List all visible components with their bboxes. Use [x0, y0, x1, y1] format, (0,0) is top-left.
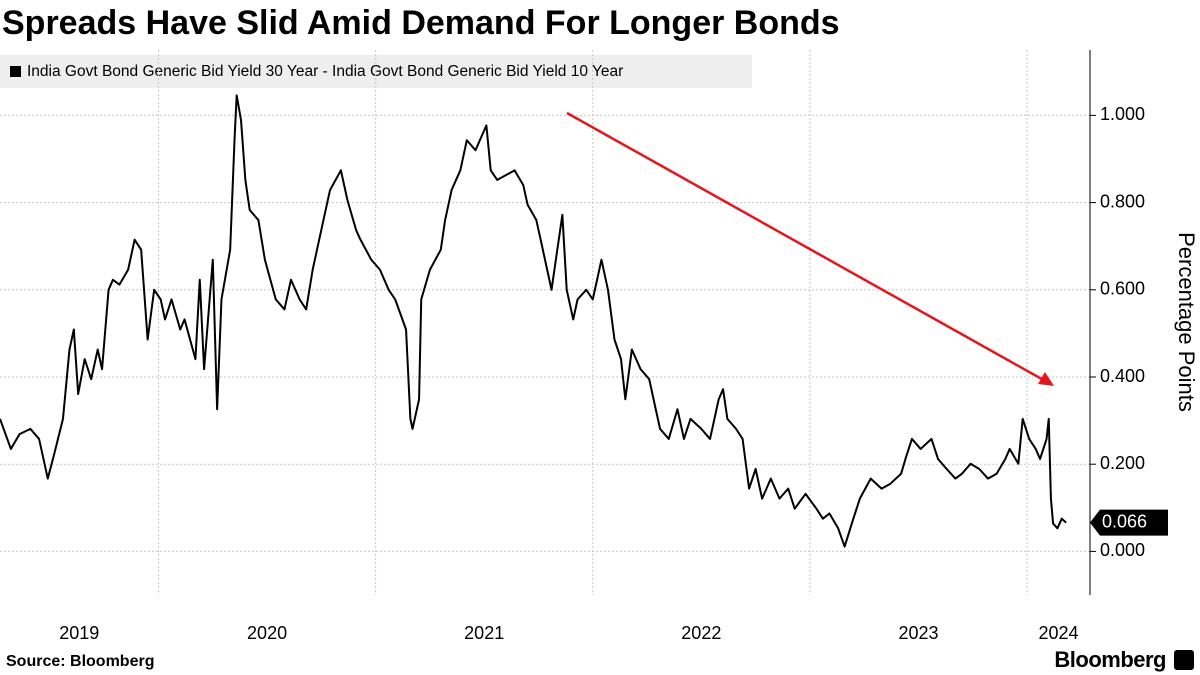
y-tick-label: 0.200	[1100, 453, 1145, 473]
arrow-head	[1038, 372, 1054, 386]
x-tick-label: 2019	[59, 623, 99, 643]
y-tick-label: 0.000	[1100, 540, 1145, 560]
x-tick-label: 2023	[898, 623, 938, 643]
trend-arrow	[566, 111, 1054, 386]
y-tick-label: 0.400	[1100, 366, 1145, 386]
source-note: Source: Bloomberg	[6, 653, 154, 670]
y-tick-label: 1.000	[1100, 104, 1145, 124]
last-value-label: 0.066	[1102, 511, 1147, 531]
x-tick-label: 2021	[464, 623, 504, 643]
x-tick-label: 2024	[1038, 623, 1078, 643]
series	[0, 94, 1067, 548]
grid	[0, 50, 1090, 595]
brand-icon	[1174, 650, 1194, 670]
chart-title: Spreads Have Slid Amid Demand For Longer…	[2, 4, 840, 42]
x-tick-label: 2022	[681, 623, 721, 643]
axes: 0.000 0.200 0.400 0.600 0.800 1.000 2019 2020 20…	[59, 50, 1168, 643]
series-line	[0, 94, 1067, 548]
legend-swatch	[10, 66, 21, 77]
y-tick-label: 0.800	[1100, 191, 1145, 211]
y-axis-title: Percentage Points	[1174, 232, 1199, 412]
legend-label: India Govt Bond Generic Bid Yield 30 Yea…	[27, 63, 623, 80]
arrow-shaft	[566, 111, 1048, 384]
x-tick-label: 2020	[247, 623, 287, 643]
brand-logo: Bloomberg	[1054, 647, 1166, 672]
last-value-tag	[1090, 509, 1168, 536]
y-tick-label: 0.600	[1100, 279, 1145, 299]
